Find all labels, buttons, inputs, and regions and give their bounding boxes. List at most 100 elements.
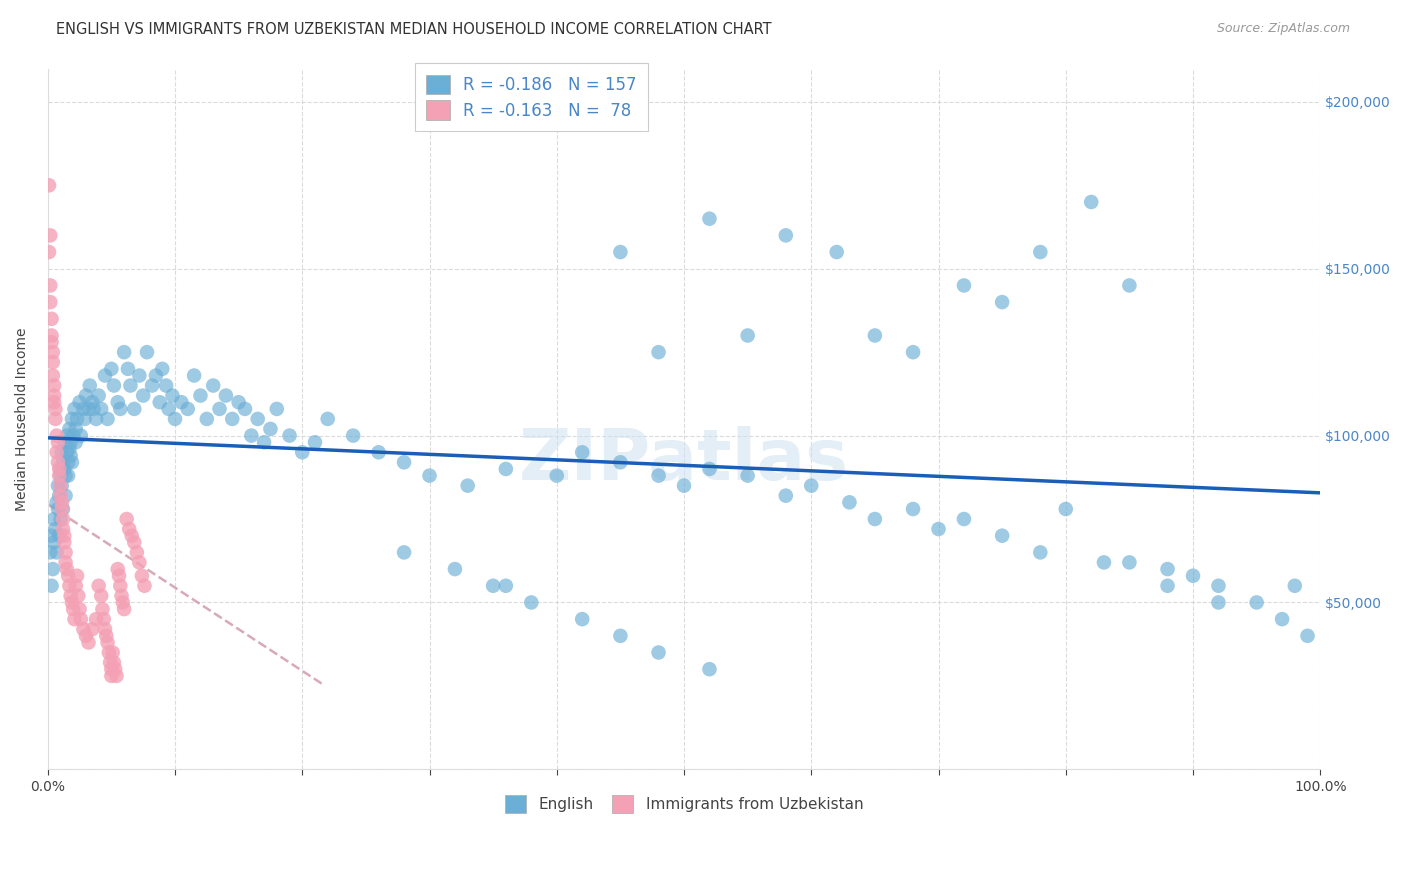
Point — [51, 502, 73, 516]
Point — [672, 478, 695, 492]
Point — [901, 345, 924, 359]
Point — [208, 401, 231, 416]
Point — [266, 401, 288, 416]
Point — [112, 602, 135, 616]
Point — [131, 568, 153, 582]
Point — [69, 428, 91, 442]
Point — [79, 378, 101, 392]
Point — [51, 495, 73, 509]
Point — [67, 589, 90, 603]
Point — [59, 449, 82, 463]
Point — [108, 568, 131, 582]
Point — [65, 422, 87, 436]
Point — [699, 662, 721, 676]
Point — [775, 228, 797, 243]
Text: ZIPatlas: ZIPatlas — [519, 426, 849, 495]
Point — [228, 395, 250, 409]
Point — [699, 211, 721, 226]
Point — [66, 568, 89, 582]
Point — [53, 529, 76, 543]
Point — [39, 228, 62, 243]
Point — [96, 629, 118, 643]
Point — [838, 495, 860, 509]
Point — [45, 545, 67, 559]
Point — [304, 435, 326, 450]
Point — [48, 462, 70, 476]
Point — [49, 478, 72, 492]
Point — [87, 388, 110, 402]
Point — [96, 635, 118, 649]
Point — [65, 579, 87, 593]
Point — [84, 412, 107, 426]
Point — [1029, 245, 1052, 260]
Point — [41, 328, 63, 343]
Point — [72, 622, 94, 636]
Point — [91, 602, 114, 616]
Point — [571, 612, 593, 626]
Point — [59, 589, 82, 603]
Point — [1092, 555, 1115, 569]
Point — [65, 435, 87, 450]
Point — [737, 468, 759, 483]
Point — [55, 555, 77, 569]
Point — [775, 489, 797, 503]
Point — [149, 395, 172, 409]
Point — [110, 589, 132, 603]
Point — [48, 468, 70, 483]
Point — [120, 378, 142, 392]
Point — [124, 535, 146, 549]
Point — [1118, 555, 1140, 569]
Point — [928, 522, 950, 536]
Point — [42, 395, 65, 409]
Point — [75, 388, 97, 402]
Point — [94, 622, 117, 636]
Point — [125, 545, 148, 559]
Point — [66, 412, 89, 426]
Point — [291, 445, 314, 459]
Point — [39, 278, 62, 293]
Point — [342, 428, 364, 442]
Point — [41, 311, 63, 326]
Point — [53, 462, 76, 476]
Point — [316, 412, 339, 426]
Point — [103, 656, 125, 670]
Text: ENGLISH VS IMMIGRANTS FROM UZBEKISTAN MEDIAN HOUSEHOLD INCOME CORRELATION CHART: ENGLISH VS IMMIGRANTS FROM UZBEKISTAN ME… — [56, 22, 772, 37]
Point — [52, 512, 75, 526]
Point — [444, 562, 467, 576]
Point — [41, 579, 63, 593]
Point — [104, 662, 127, 676]
Point — [48, 529, 70, 543]
Point — [82, 622, 104, 636]
Point — [124, 401, 146, 416]
Point — [367, 445, 389, 459]
Point — [55, 489, 77, 503]
Point — [737, 328, 759, 343]
Point — [58, 442, 80, 456]
Point — [52, 522, 75, 536]
Point — [98, 656, 121, 670]
Point — [58, 422, 80, 436]
Point — [94, 368, 117, 383]
Point — [155, 378, 177, 392]
Point — [69, 602, 91, 616]
Point — [52, 502, 75, 516]
Point — [215, 388, 238, 402]
Point — [56, 568, 79, 582]
Point — [63, 401, 86, 416]
Point — [83, 401, 105, 416]
Point — [53, 535, 76, 549]
Point — [77, 635, 100, 649]
Point — [901, 502, 924, 516]
Point — [55, 545, 77, 559]
Point — [73, 412, 96, 426]
Point — [991, 529, 1014, 543]
Point — [863, 328, 886, 343]
Point — [699, 462, 721, 476]
Point — [1182, 568, 1205, 582]
Point — [46, 455, 69, 469]
Point — [96, 412, 118, 426]
Point — [46, 478, 69, 492]
Point — [111, 595, 134, 609]
Point — [128, 368, 150, 383]
Point — [42, 512, 65, 526]
